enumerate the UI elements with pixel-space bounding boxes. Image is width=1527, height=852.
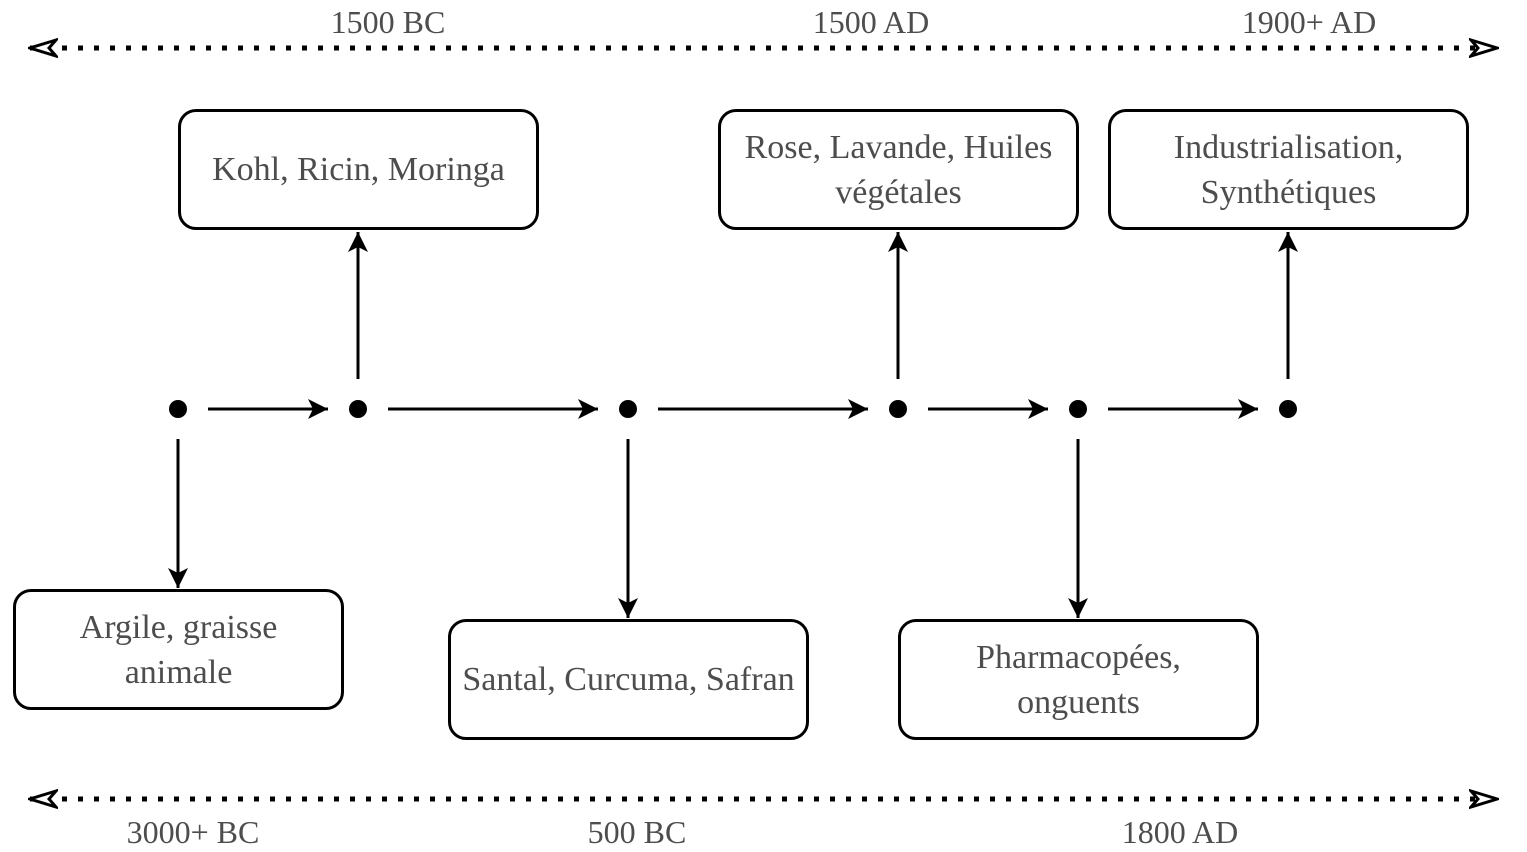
timeline-dot-1 bbox=[169, 400, 187, 418]
box-santal-curcuma: Santal, Curcuma, Safran bbox=[448, 619, 809, 740]
box-kohl-ricin-moringa: Kohl, Ricin, Moringa bbox=[178, 109, 539, 230]
era-label-1500-ad: 1500 AD bbox=[812, 4, 930, 40]
box-pharmacopees: Pharmacopées, onguents bbox=[898, 619, 1259, 740]
timeline-dot-6 bbox=[1279, 400, 1297, 418]
box-rose-lavande: Rose, Lavande, Huiles végétales bbox=[718, 109, 1079, 230]
era-label-1800-ad: 1800 AD bbox=[1121, 814, 1239, 850]
era-label-1900-ad: 1900+ AD bbox=[1241, 4, 1377, 40]
era-label-1500-bc: 1500 BC bbox=[330, 4, 446, 40]
box-industrialisation: Industrialisation, Synthétiques bbox=[1108, 109, 1469, 230]
era-label-3000-bc: 3000+ BC bbox=[126, 814, 260, 850]
timeline-dot-3 bbox=[619, 400, 637, 418]
box-argile-graisse: Argile, graisse animale bbox=[13, 589, 344, 710]
timeline-dot-4 bbox=[889, 400, 907, 418]
timeline-dot-2 bbox=[349, 400, 367, 418]
era-label-500-bc: 500 BC bbox=[587, 814, 687, 850]
timeline-dot-5 bbox=[1069, 400, 1087, 418]
